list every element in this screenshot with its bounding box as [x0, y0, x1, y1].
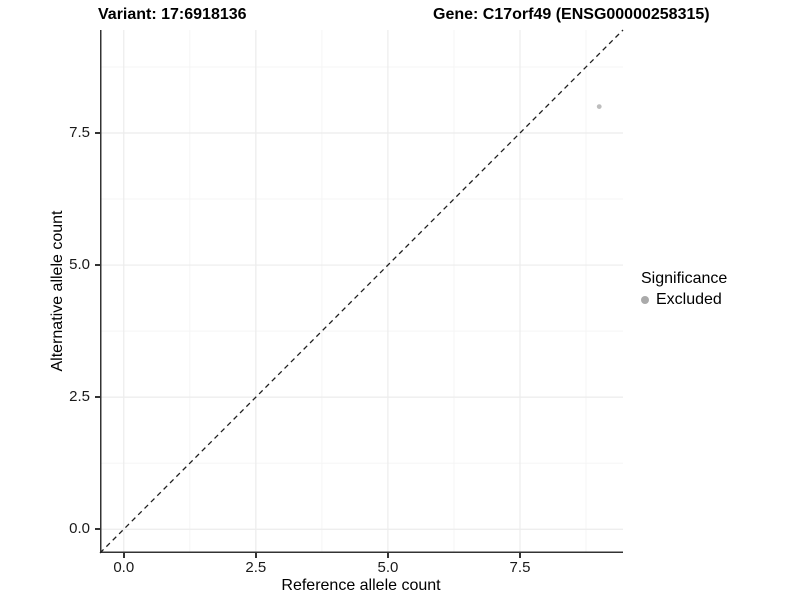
x-tick-label: 2.5	[245, 559, 267, 576]
data-point	[596, 104, 602, 110]
x-tick-label: 5.0	[377, 559, 399, 576]
plot-title-variant: Variant: 17:6918136	[98, 6, 247, 23]
legend-item-label: Excluded	[656, 291, 722, 308]
y-tick-label: 0.0	[69, 520, 90, 538]
x-tick-label: 0.0	[113, 559, 135, 576]
y-tick-mark	[95, 396, 100, 398]
plot-title-gene: Gene: C17orf49 (ENSG00000258315)	[433, 6, 710, 23]
y-tick-mark	[95, 264, 100, 266]
legend-title: Significance	[641, 270, 728, 287]
y-tick-mark	[95, 132, 100, 134]
y-axis-title: Alternative allele count	[49, 210, 66, 372]
legend: Significance Excluded	[641, 270, 727, 309]
plot-panel	[99, 29, 624, 554]
legend-item: Excluded	[641, 291, 727, 309]
plot-canvas	[99, 29, 624, 554]
x-tick-mark	[255, 553, 257, 558]
x-tick-mark	[123, 553, 125, 558]
x-axis-title: Reference allele count	[281, 577, 441, 594]
identity-dashed-line	[99, 29, 624, 554]
legend-items: Excluded	[641, 291, 727, 309]
y-tick-mark	[95, 528, 100, 530]
y-tick-label: 2.5	[69, 388, 90, 406]
x-tick-label: 7.5	[509, 559, 531, 576]
x-tick-mark	[387, 553, 389, 558]
x-tick-mark	[519, 553, 521, 558]
y-tick-label: 5.0	[69, 256, 90, 274]
y-tick-label: 7.5	[69, 124, 90, 141]
legend-key-dot-icon	[641, 296, 649, 304]
